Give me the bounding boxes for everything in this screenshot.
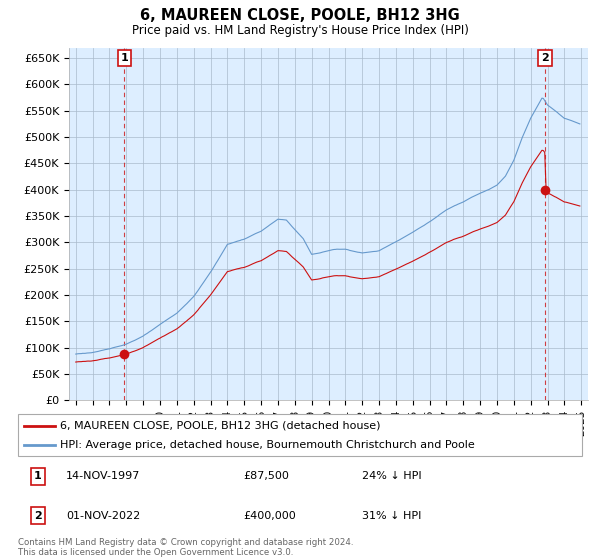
Text: £87,500: £87,500	[244, 472, 289, 482]
Text: 6, MAUREEN CLOSE, POOLE, BH12 3HG (detached house): 6, MAUREEN CLOSE, POOLE, BH12 3HG (detac…	[60, 421, 381, 431]
Text: 2: 2	[541, 53, 549, 63]
Text: 31% ↓ HPI: 31% ↓ HPI	[362, 511, 421, 521]
FancyBboxPatch shape	[18, 414, 582, 456]
Text: HPI: Average price, detached house, Bournemouth Christchurch and Poole: HPI: Average price, detached house, Bour…	[60, 440, 475, 450]
Text: 01-NOV-2022: 01-NOV-2022	[66, 511, 140, 521]
Text: 2: 2	[34, 511, 41, 521]
Text: 14-NOV-1997: 14-NOV-1997	[66, 472, 140, 482]
Text: 24% ↓ HPI: 24% ↓ HPI	[362, 472, 422, 482]
Text: 6, MAUREEN CLOSE, POOLE, BH12 3HG: 6, MAUREEN CLOSE, POOLE, BH12 3HG	[140, 8, 460, 24]
Text: 1: 1	[121, 53, 128, 63]
Text: Contains HM Land Registry data © Crown copyright and database right 2024.
This d: Contains HM Land Registry data © Crown c…	[18, 538, 353, 557]
Text: Price paid vs. HM Land Registry's House Price Index (HPI): Price paid vs. HM Land Registry's House …	[131, 24, 469, 37]
Text: 1: 1	[34, 472, 41, 482]
Text: £400,000: £400,000	[244, 511, 296, 521]
